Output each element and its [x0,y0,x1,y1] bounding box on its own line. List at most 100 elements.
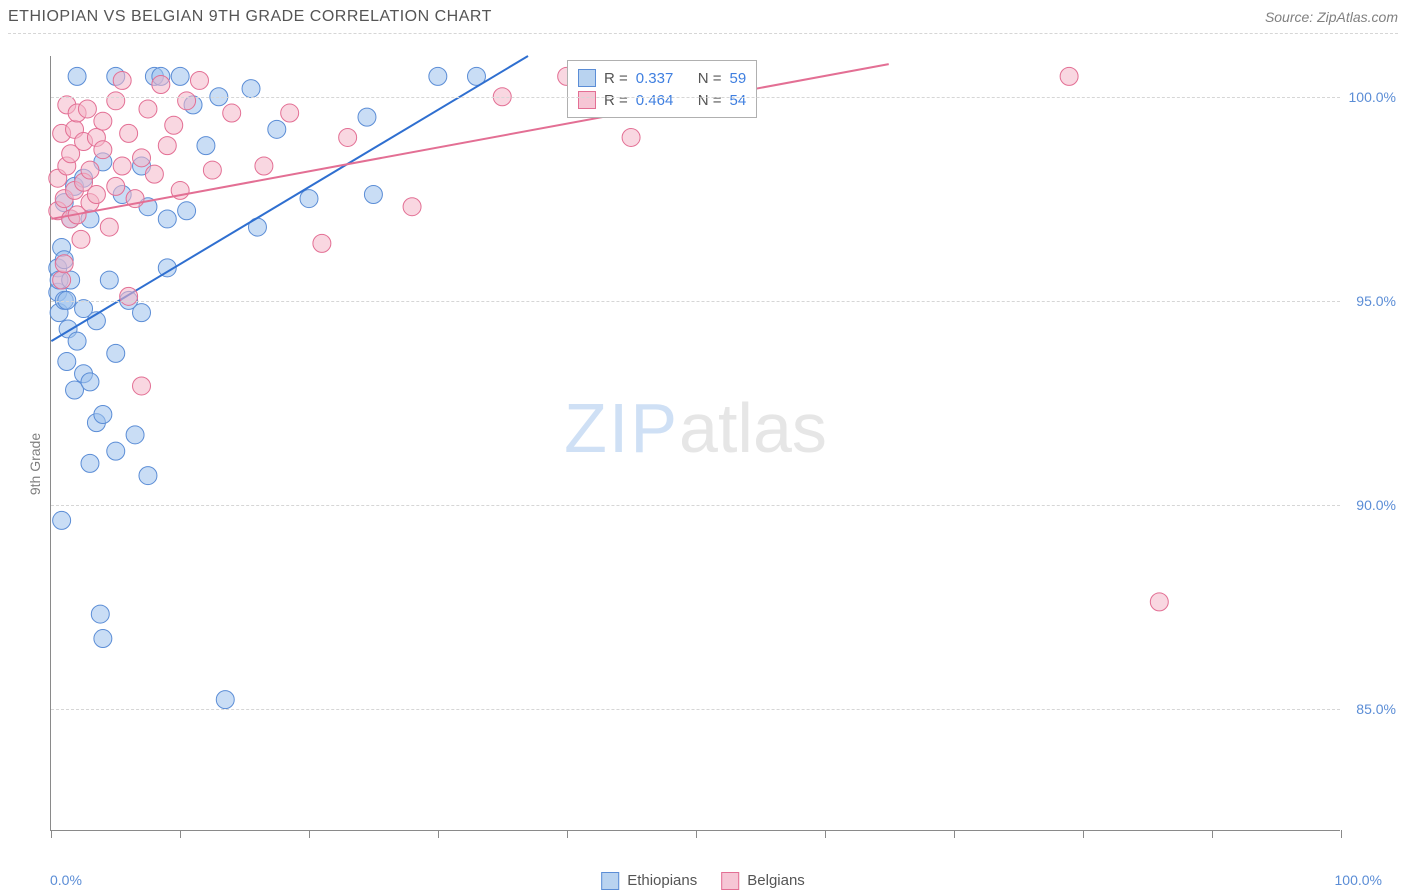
scatter-point [145,165,163,183]
scatter-point [158,137,176,155]
x-tick [309,830,310,838]
scatter-svg [51,56,1340,830]
scatter-point [1060,67,1078,85]
scatter-point [126,426,144,444]
x-tick [1341,830,1342,838]
scatter-point [53,271,71,289]
r-value: 0.337 [636,70,690,87]
legend-swatch [721,872,739,890]
x-axis-max-label: 100.0% [1335,872,1382,888]
x-tick [438,830,439,838]
scatter-point [107,92,125,110]
scatter-point [72,230,90,248]
scatter-point [255,157,273,175]
chart-area: 9th Grade ZIPatlas R =0.337N =59R =0.464… [0,36,1406,892]
scatter-point [242,80,260,98]
r-label: R = [604,70,628,87]
gridline-horizontal [51,97,1340,98]
scatter-point [94,405,112,423]
scatter-point [58,353,76,371]
scatter-point [94,630,112,648]
scatter-point [81,454,99,472]
scatter-point [1150,593,1168,611]
trend-line [51,64,888,219]
scatter-point [152,76,170,94]
n-value: 59 [730,70,747,87]
y-axis-label: 9th Grade [27,433,43,495]
y-tick-label: 100.0% [1349,89,1396,105]
gridline-horizontal [51,301,1340,302]
scatter-point [364,186,382,204]
scatter-point [53,511,71,529]
legend-swatch [578,69,596,87]
y-tick-label: 95.0% [1356,293,1396,309]
scatter-point [133,377,151,395]
x-tick [180,830,181,838]
n-label: N = [698,92,722,109]
scatter-point [120,124,138,142]
y-tick-label: 90.0% [1356,497,1396,513]
scatter-point [191,71,209,89]
scatter-point [268,120,286,138]
gridline-horizontal [51,505,1340,506]
x-tick [954,830,955,838]
chart-title: ETHIOPIAN VS BELGIAN 9TH GRADE CORRELATI… [8,8,492,26]
scatter-point [100,218,118,236]
x-tick [1083,830,1084,838]
scatter-point [197,137,215,155]
scatter-point [100,271,118,289]
source-attribution: Source: ZipAtlas.com [1265,9,1398,25]
source-label: Source: [1265,9,1313,25]
scatter-point [339,128,357,146]
correlation-legend-row: R =0.464N =54 [578,89,746,111]
scatter-point [94,112,112,130]
correlation-legend-row: R = 0.337 N = 59 [578,67,746,89]
scatter-point [133,149,151,167]
x-tick [825,830,826,838]
scatter-point [178,202,196,220]
scatter-point [203,161,221,179]
scatter-point [223,104,241,122]
x-axis-min-label: 0.0% [50,872,82,888]
legend-swatch [578,91,596,109]
scatter-point [87,186,105,204]
scatter-point [133,304,151,322]
scatter-point [68,67,86,85]
legend-swatch [601,872,619,890]
legend-label: Belgians [747,872,805,889]
scatter-point [139,100,157,118]
legend-item: Ethiopians [601,872,697,890]
scatter-point [81,161,99,179]
scatter-point [178,92,196,110]
scatter-point [358,108,376,126]
r-label: R = [604,92,628,109]
scatter-point [165,116,183,134]
plot-region: ZIPatlas R =0.337N =59R =0.464N =54 85.0… [50,56,1340,831]
scatter-point [78,100,96,118]
n-label: N = [698,70,722,87]
scatter-point [55,255,73,273]
chart-header: ETHIOPIAN VS BELGIAN 9TH GRADE CORRELATI… [8,6,1398,34]
scatter-point [281,104,299,122]
series-legend: Ethiopians Belgians [601,872,805,890]
source-value: ZipAtlas.com [1317,9,1398,25]
scatter-point [120,287,138,305]
scatter-point [94,141,112,159]
legend-label: Ethiopians [627,872,697,889]
scatter-point [113,71,131,89]
x-tick [1212,830,1213,838]
scatter-point [107,344,125,362]
scatter-point [107,442,125,460]
scatter-point [622,128,640,146]
scatter-point [313,234,331,252]
correlation-legend: R =0.337N =59R =0.464N =54 [567,60,757,118]
y-tick-label: 85.0% [1356,701,1396,717]
scatter-point [216,691,234,709]
scatter-point [171,67,189,85]
n-value: 54 [730,92,747,109]
scatter-point [158,210,176,228]
scatter-point [139,467,157,485]
scatter-point [403,198,421,216]
scatter-point [68,332,86,350]
x-tick [696,830,697,838]
